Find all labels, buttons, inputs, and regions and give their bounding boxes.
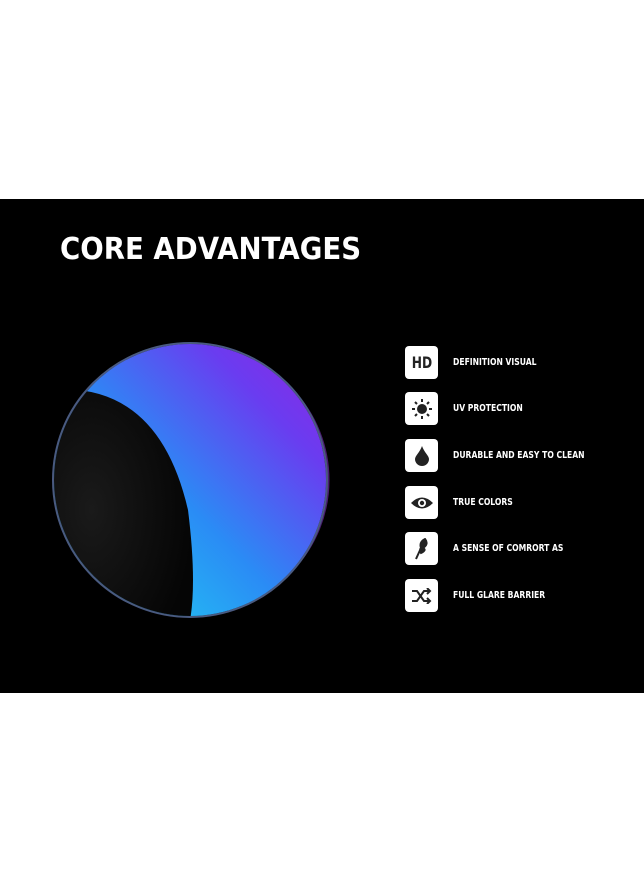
page-title: CORE ADVANTAGES — [60, 232, 362, 267]
feature-glare-barrier: FULL GLARE BARRIER — [405, 579, 561, 612]
feature-label: DURABLE AND EASY TO CLEAN — [453, 450, 585, 461]
feature-label: FULL GLARE BARRIER — [453, 590, 546, 601]
hd-icon: HD — [405, 346, 438, 379]
feature-durable: DURABLE AND EASY TO CLEAN — [405, 439, 608, 472]
feature-uv-protection: UV PROTECTION — [405, 392, 535, 425]
lens-image — [52, 342, 330, 618]
feature-true-colors: TRUE COLORS — [405, 486, 523, 519]
feature-label: UV PROTECTION — [453, 403, 523, 414]
feature-label: A SENSE OF COMRORT AS — [453, 543, 564, 554]
water-drop-icon — [405, 439, 438, 472]
eye-icon — [405, 486, 438, 519]
feature-label: DEFINITION VISUAL — [453, 357, 537, 368]
feature-definition-visual: HD DEFINITION VISUAL — [405, 346, 551, 379]
shuffle-icon — [405, 579, 438, 612]
feather-icon — [405, 532, 438, 565]
sun-icon — [405, 392, 438, 425]
feature-comfort: A SENSE OF COMRORT AS — [405, 532, 583, 565]
feature-label: TRUE COLORS — [453, 497, 513, 508]
